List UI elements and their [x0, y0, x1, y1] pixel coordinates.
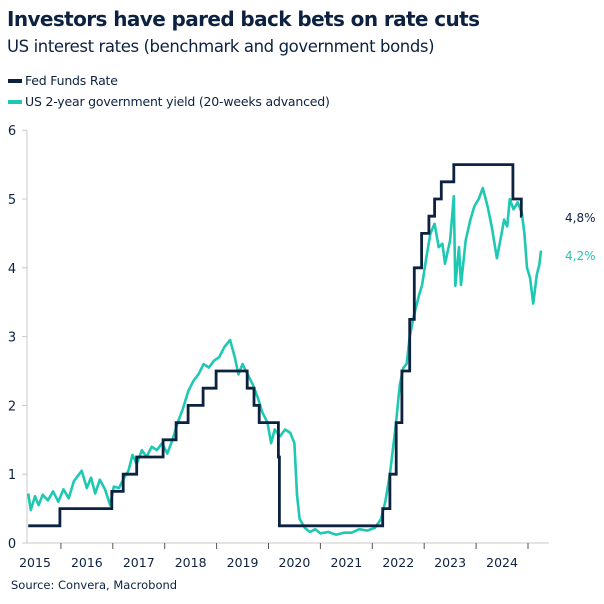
legend-label: Fed Funds Rate	[25, 73, 118, 88]
x-tick-label: 2021	[330, 555, 362, 570]
legend-label: US 2-year government yield (20-weeks adv…	[25, 94, 330, 109]
x-tick-label: 2022	[382, 555, 414, 570]
y-tick-label: 4	[8, 262, 16, 277]
legend-item-2y-yield: US 2-year government yield (20-weeks adv…	[8, 94, 330, 109]
y-tick-label: 5	[8, 193, 16, 208]
end-label-fed-funds: 4,8%	[565, 211, 596, 225]
x-tick-label: 2017	[123, 555, 155, 570]
legend-swatch-yield	[8, 99, 22, 104]
series-line-2y-yield	[26, 186, 543, 537]
chart-title: Investors have pared back bets on rate c…	[7, 7, 480, 31]
x-tick-label: 2019	[227, 555, 259, 570]
series-line-fed-funds	[28, 163, 523, 528]
x-tick-label: 2024	[486, 555, 518, 570]
y-tick-label: 6	[8, 124, 16, 139]
chart-subtitle: US interest rates (benchmark and governm…	[7, 37, 435, 56]
x-tick-label: 2015	[19, 555, 51, 570]
y-tick-label: 1	[8, 468, 16, 483]
source-note: Source: Convera, Macrobond	[11, 578, 178, 592]
x-tick-label: 2018	[175, 555, 207, 570]
end-label-2y-yield: 4,2%	[565, 249, 596, 263]
x-tick-label: 2023	[434, 555, 466, 570]
y-tick-label: 0	[8, 537, 16, 552]
x-tick-label: 2016	[71, 555, 103, 570]
y-tick-label: 2	[8, 399, 16, 414]
x-tick-label: 2020	[279, 555, 311, 570]
y-tick-label: 3	[8, 331, 16, 346]
legend-item-fed-funds: Fed Funds Rate	[8, 73, 118, 88]
legend-swatch-fed	[8, 78, 22, 83]
